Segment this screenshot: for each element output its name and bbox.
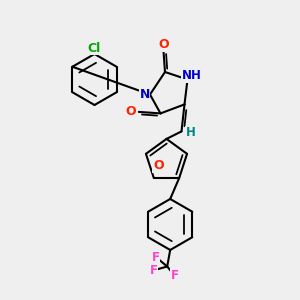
Text: NH: NH xyxy=(182,69,202,82)
Text: F: F xyxy=(171,269,179,282)
Text: F: F xyxy=(152,251,160,264)
Text: O: O xyxy=(153,159,164,172)
Text: Cl: Cl xyxy=(88,41,101,55)
Text: N: N xyxy=(140,88,150,101)
Text: O: O xyxy=(158,38,169,51)
Text: O: O xyxy=(125,105,136,119)
Text: H: H xyxy=(186,126,195,140)
Text: F: F xyxy=(150,265,158,278)
